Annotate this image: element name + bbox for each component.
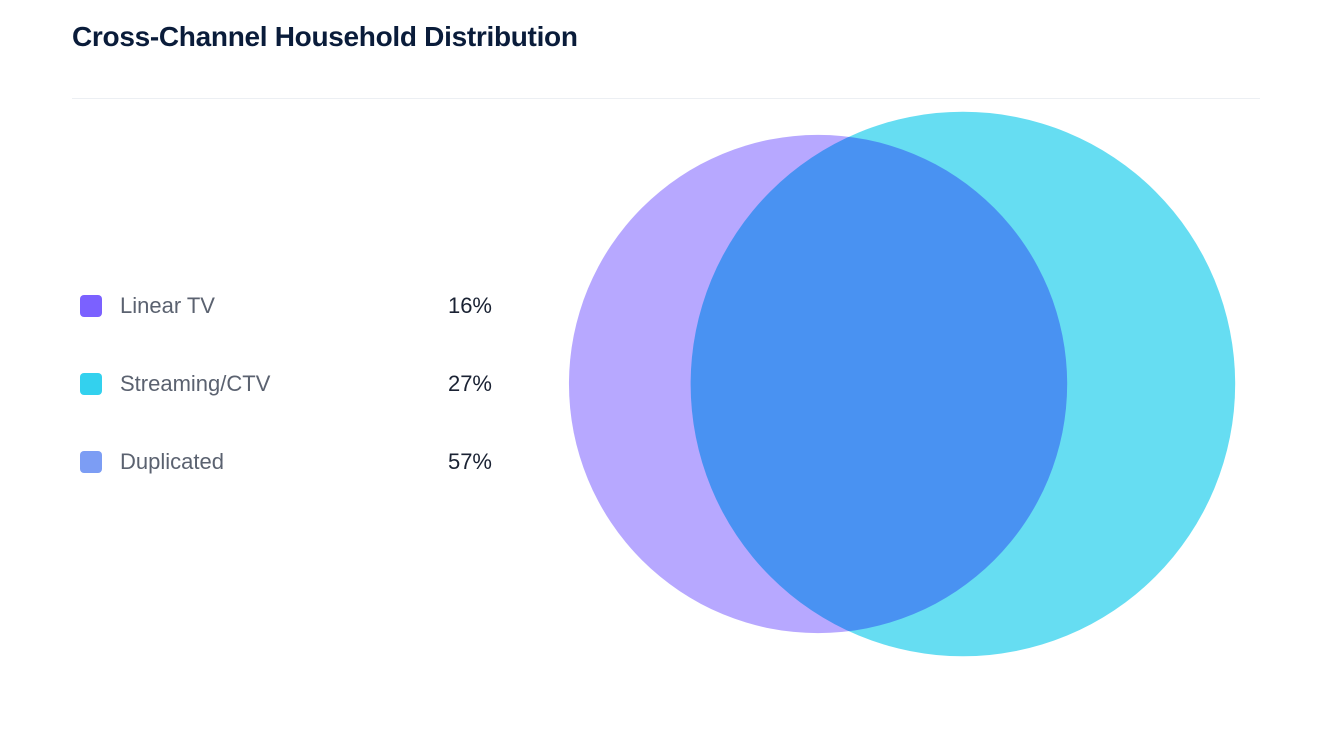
legend-swatch-streaming-ctv bbox=[80, 373, 102, 395]
legend-item-duplicated: Duplicated 57% bbox=[80, 449, 492, 475]
legend-value-duplicated: 57% bbox=[422, 449, 492, 475]
chart-title: Cross-Channel Household Distribution bbox=[72, 20, 1260, 54]
legend-label-streaming-ctv: Streaming/CTV bbox=[120, 371, 422, 397]
venn-circle-streaming-ctv bbox=[691, 111, 1236, 656]
chart-content: Linear TV 16% Streaming/CTV 27% Duplicat… bbox=[72, 99, 1260, 669]
legend-swatch-linear-tv bbox=[80, 295, 102, 317]
legend-value-streaming-ctv: 27% bbox=[422, 371, 492, 397]
venn-svg bbox=[516, 104, 1236, 664]
legend-label-linear-tv: Linear TV bbox=[120, 293, 422, 319]
legend-label-duplicated: Duplicated bbox=[120, 449, 422, 475]
venn-diagram bbox=[492, 99, 1260, 669]
legend-swatch-duplicated bbox=[80, 451, 102, 473]
legend-item-linear-tv: Linear TV 16% bbox=[80, 293, 492, 319]
chart-card: Cross-Channel Household Distribution Lin… bbox=[0, 0, 1332, 730]
legend: Linear TV 16% Streaming/CTV 27% Duplicat… bbox=[72, 293, 492, 475]
legend-item-streaming-ctv: Streaming/CTV 27% bbox=[80, 371, 492, 397]
legend-value-linear-tv: 16% bbox=[422, 293, 492, 319]
